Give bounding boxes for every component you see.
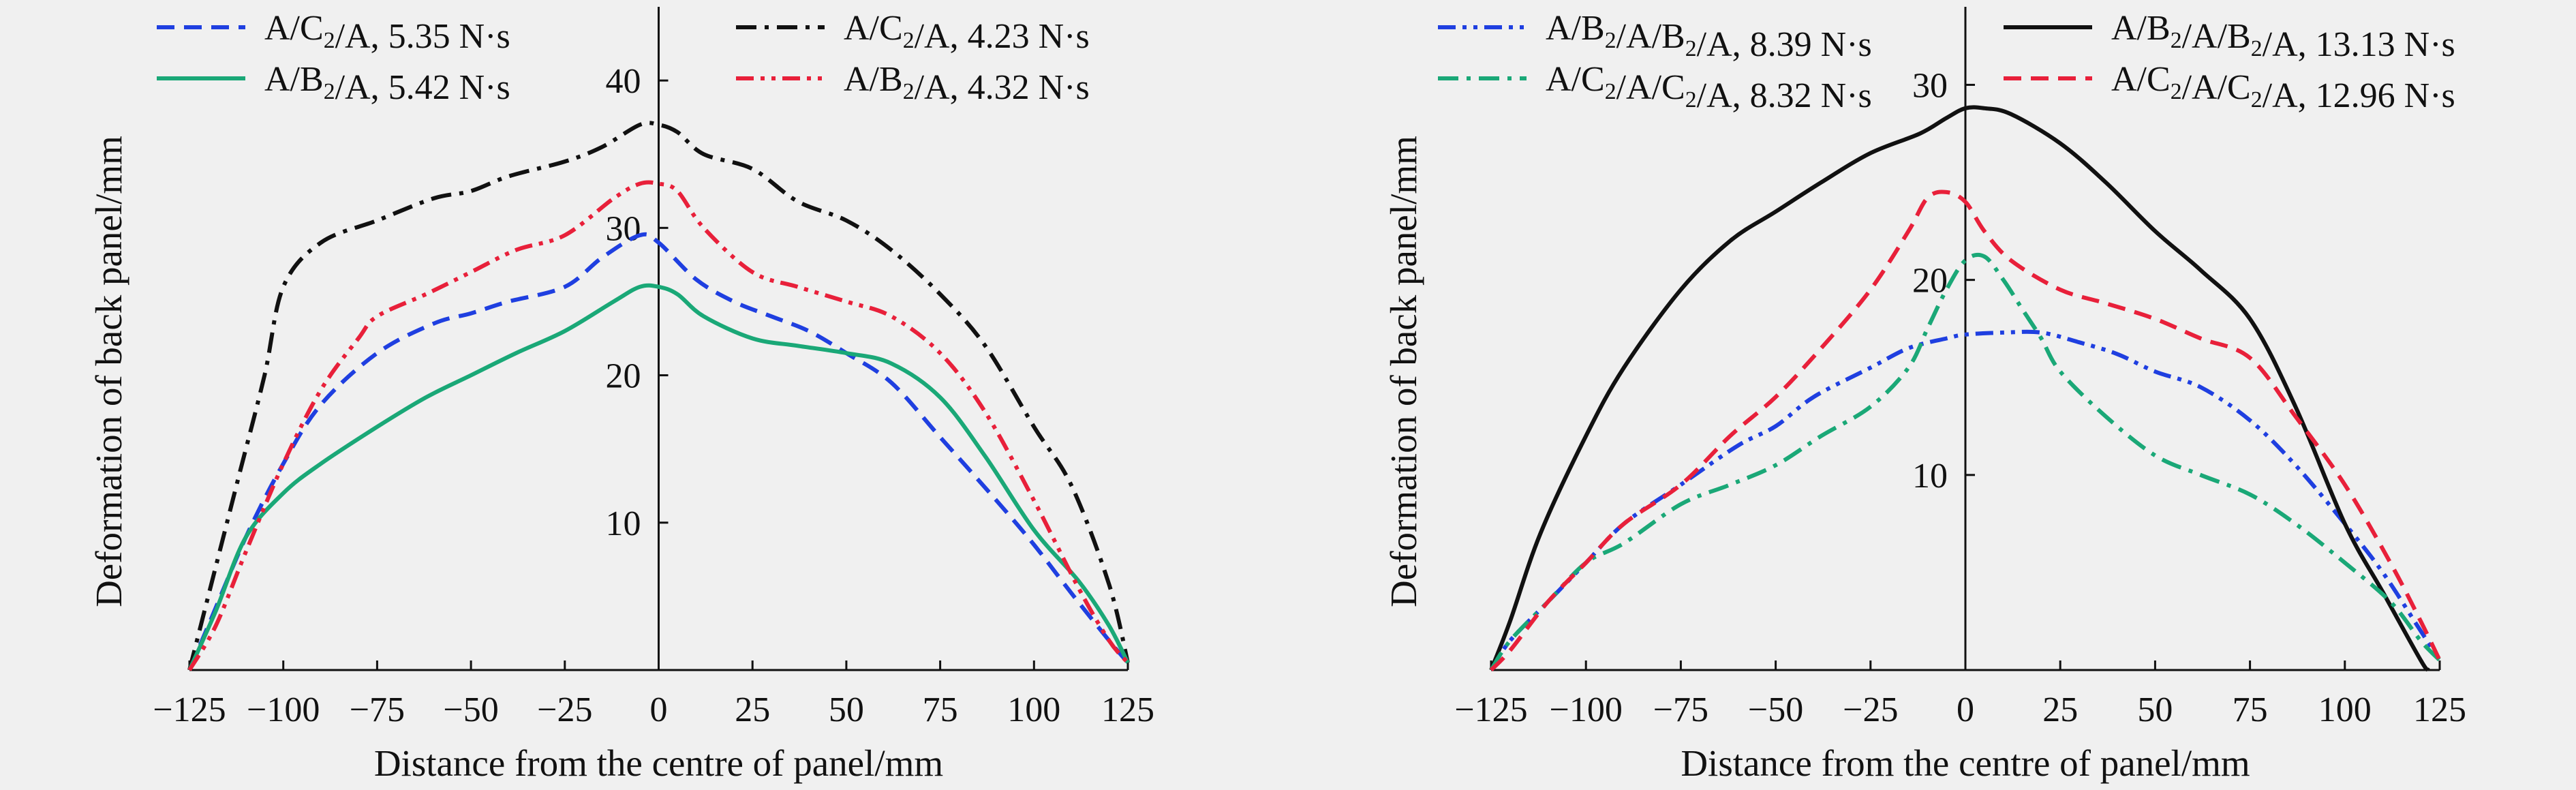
y-tick-label: 30 [606, 209, 641, 248]
x-tick-label: 25 [735, 690, 770, 729]
legend-item: A/C2/A, 5.35 N·s [157, 9, 510, 56]
chart-right: −125 −100 −75 −50 −25 0 25 50 75 100 125 10 20 30 Dist… [1383, 7, 2466, 784]
x-tick-label: −100 [1550, 690, 1623, 729]
series-line-3 [187, 180, 1130, 671]
legend-label: A/B2/A/B2/A, 8.39 N·s [1546, 9, 1872, 64]
series-line-2 [187, 283, 1130, 671]
x-tick-label: −25 [1843, 690, 1898, 729]
legend-item: A/C2/A/C2/A, 12.96 N·s [2004, 60, 2455, 115]
legend-label: A/B2/A, 4.32 N·s [844, 60, 1090, 107]
x-axis-label: Distance from the centre of panel/mm [1681, 742, 2250, 784]
y-tick-label: 20 [1912, 262, 1948, 301]
x-tick-label: −100 [247, 690, 320, 729]
y-axis-label: Deformation of back panel/mm [1383, 136, 1424, 607]
y-tick-label: 40 [606, 62, 641, 101]
x-tick-label: 0 [650, 690, 668, 729]
x-tick-label: 50 [2137, 690, 2173, 729]
legend-label: A/B2/A, 5.42 N·s [264, 60, 510, 107]
y-tick-label: 30 [1912, 66, 1948, 105]
legend-item: A/B2/A, 5.42 N·s [157, 60, 510, 107]
x-tick-label: 0 [1957, 690, 1974, 729]
x-tick-label: −125 [153, 690, 226, 729]
legend-item: A/B2/A/B2/A, 13.13 N·s [2004, 9, 2455, 64]
x-tick-label: −75 [1653, 690, 1708, 729]
legend-item: A/B2/A/B2/A, 8.39 N·s [1438, 9, 1872, 64]
legend-label: A/C2/A/C2/A, 12.96 N·s [2111, 60, 2455, 115]
x-tick-label: 100 [2318, 690, 2372, 729]
series-line-1 [187, 121, 1130, 671]
legend-label: A/C2/A/C2/A, 8.32 N·s [1546, 60, 1872, 115]
y-tick-label: 10 [606, 504, 641, 543]
x-tick-label: 100 [1007, 690, 1060, 729]
series-line-1 [1489, 105, 2430, 672]
x-tick-label: 25 [2042, 690, 2078, 729]
chart-left: −125 −100 −75 −50 −25 0 25 50 75 100 125 10 20 30 40 Di… [88, 7, 1154, 784]
series-line-0 [187, 232, 1130, 671]
y-tick-label: 20 [606, 357, 641, 396]
x-tick-label: −125 [1454, 690, 1527, 729]
y-axis-label: Deformation of back panel/mm [88, 136, 129, 607]
x-tick-label: −25 [537, 690, 592, 729]
y-tick-label: 10 [1912, 457, 1948, 496]
legend-item: A/B2/A, 4.32 N·s [736, 60, 1090, 107]
x-tick-label: 50 [829, 690, 864, 729]
legend-item: A/C2/A/C2/A, 8.32 N·s [1438, 60, 1872, 115]
series-line-2 [1489, 252, 2442, 671]
x-tick-label: 125 [1101, 690, 1154, 729]
x-tick-label: 75 [923, 690, 958, 729]
x-tick-label: −50 [1748, 690, 1803, 729]
legend-item: A/C2/A, 4.23 N·s [736, 9, 1090, 56]
x-axis-label: Distance from the centre of panel/mm [374, 742, 943, 784]
legend-label: A/B2/A/B2/A, 13.13 N·s [2111, 9, 2455, 64]
x-tick-label: 125 [2413, 690, 2466, 729]
legend-label: A/C2/A, 4.23 N·s [844, 9, 1090, 56]
x-tick-label: −50 [443, 690, 498, 729]
legend-label: A/C2/A, 5.35 N·s [264, 9, 510, 56]
x-tick-label: −75 [350, 690, 405, 729]
x-tick-label: 75 [2233, 690, 2268, 729]
series-line-3 [1489, 189, 2442, 672]
